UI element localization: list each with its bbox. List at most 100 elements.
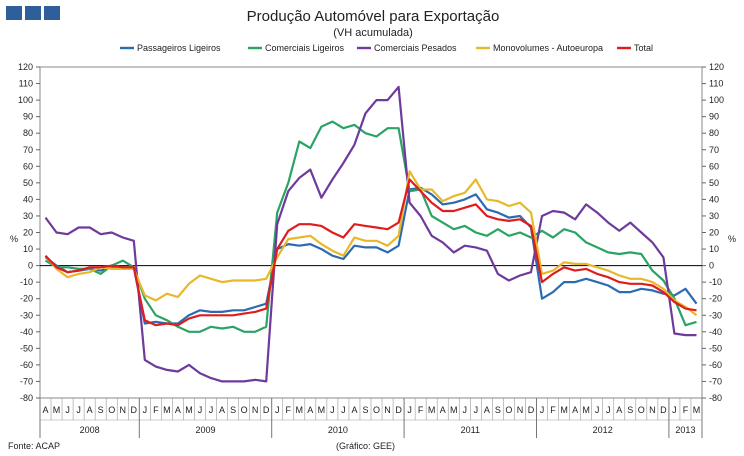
- y-tick-label: 100: [18, 95, 33, 105]
- y-tick-label-right: -60: [709, 360, 722, 370]
- x-tick-label: J: [76, 405, 81, 415]
- y-tick-label-right: 10: [709, 244, 719, 254]
- x-tick-label: O: [373, 405, 380, 415]
- year-label: 2010: [328, 425, 348, 435]
- x-tick-label: M: [318, 405, 326, 415]
- y-tick-label: -10: [20, 277, 33, 287]
- x-tick-label: D: [660, 405, 667, 415]
- x-tick-label: A: [87, 405, 93, 415]
- y-tick-label-right: 80: [709, 128, 719, 138]
- chart-subtitle: (VH acumulada): [333, 27, 412, 39]
- x-tick-label: J: [540, 405, 545, 415]
- y-tick-label-right: 20: [709, 228, 719, 238]
- series-line-comerciais-ligeiros: [44, 120, 697, 333]
- x-tick-label: O: [505, 405, 512, 415]
- y-tick-label-right: -20: [709, 294, 722, 304]
- y-axis-label-right: %: [728, 234, 736, 244]
- legend: Passageiros Ligeiros Comerciais Ligeiros C…: [120, 43, 653, 53]
- y-tick-label-right: 110: [709, 79, 723, 89]
- series-line-comerciais-pesados: [44, 85, 697, 383]
- x-tick-label: M: [428, 405, 436, 415]
- legend-label: Total: [634, 43, 653, 53]
- x-tick-label: J: [330, 405, 335, 415]
- y-tick-label: 120: [18, 62, 33, 72]
- x-tick-label: M: [450, 405, 458, 415]
- x-tick-label: S: [230, 405, 236, 415]
- logo-block: [44, 6, 60, 20]
- x-tick-label: J: [474, 405, 479, 415]
- y-axis-label-left: %: [10, 234, 18, 244]
- x-tick-label: M: [582, 405, 590, 415]
- legend-label: Comerciais Pesados: [374, 43, 457, 53]
- year-label: 2013: [675, 425, 695, 435]
- plot-frame: [39, 66, 703, 399]
- x-tick-label: N: [120, 405, 127, 415]
- credit-note: (Gráfico: GEE): [336, 441, 395, 451]
- y-tick-label: 80: [23, 128, 33, 138]
- y-tick-label: 50: [23, 178, 33, 188]
- series-line-monovolumes-autoeuropa: [44, 170, 698, 317]
- x-tick-label: J: [672, 405, 677, 415]
- x-tick-label: D: [131, 405, 138, 415]
- x-tick-label: A: [219, 405, 225, 415]
- series-line-total: [44, 178, 697, 327]
- legend-label: Passageiros Ligeiros: [137, 43, 221, 53]
- x-tick-label: A: [43, 405, 49, 415]
- y-tick-label-right: -50: [709, 343, 722, 353]
- x-tick-label: M: [163, 405, 171, 415]
- x-tick-label: J: [209, 405, 214, 415]
- logo-block: [6, 6, 22, 20]
- source-note: Fonte: ACAP: [8, 441, 60, 451]
- x-tick-label: O: [638, 405, 645, 415]
- y-tick-label-right: 90: [709, 112, 719, 122]
- y-tick-label-right: 0: [709, 261, 714, 271]
- x-tick-label: A: [175, 405, 181, 415]
- legend-label: Comerciais Ligeiros: [265, 43, 345, 53]
- y-tick-label: 0: [28, 261, 33, 271]
- y-tick-label-right: -10: [709, 277, 722, 287]
- y-tick-label-right: -30: [709, 310, 722, 320]
- x-tick-label: J: [275, 405, 280, 415]
- y-tick-label-right: 120: [709, 62, 724, 72]
- y-tick-label: -40: [20, 327, 33, 337]
- x-tick-label: J: [463, 405, 468, 415]
- y-tick-label-right: 40: [709, 194, 719, 204]
- y-tick-label-right: -40: [709, 327, 722, 337]
- x-tick-label: D: [263, 405, 270, 415]
- y-tick-label: 60: [23, 161, 33, 171]
- y-tick-label: -20: [20, 294, 33, 304]
- y-tick-label: -80: [20, 393, 33, 403]
- x-tick-label: S: [495, 405, 501, 415]
- y-tick-label-right: -80: [709, 393, 722, 403]
- x-tick-label: A: [351, 405, 357, 415]
- x-tick-label: J: [595, 405, 600, 415]
- x-tick-label: J: [407, 405, 412, 415]
- x-tick-label: J: [606, 405, 611, 415]
- y-tick-label: 110: [19, 79, 33, 89]
- x-tick-label: J: [65, 405, 70, 415]
- y-tick-label: -70: [20, 376, 33, 386]
- y-tick-label: 20: [23, 228, 33, 238]
- x-tick-label: N: [252, 405, 259, 415]
- x-tick-label: A: [572, 405, 578, 415]
- x-tick-label: O: [108, 405, 115, 415]
- x-tick-label: D: [528, 405, 535, 415]
- x-tick-label: A: [616, 405, 622, 415]
- legend-label: Monovolumes - Autoeuropa: [493, 43, 603, 53]
- y-tick-label-right: 50: [709, 178, 719, 188]
- x-tick-label: S: [98, 405, 104, 415]
- logo-block: [25, 6, 41, 20]
- x-tick-label: N: [384, 405, 391, 415]
- y-tick-label-right: 30: [709, 211, 719, 221]
- y-tick-label: 70: [23, 145, 33, 155]
- y-tick-label: -60: [20, 360, 33, 370]
- y-tick-label-right: 70: [709, 145, 719, 155]
- y-tick-label: -30: [20, 310, 33, 320]
- y-tick-label: 10: [23, 244, 33, 254]
- year-label: 2011: [461, 425, 480, 435]
- x-tick-label: A: [484, 405, 490, 415]
- x-tick-label: O: [241, 405, 248, 415]
- x-tick-label: J: [143, 405, 148, 415]
- x-tick-label: F: [550, 405, 556, 415]
